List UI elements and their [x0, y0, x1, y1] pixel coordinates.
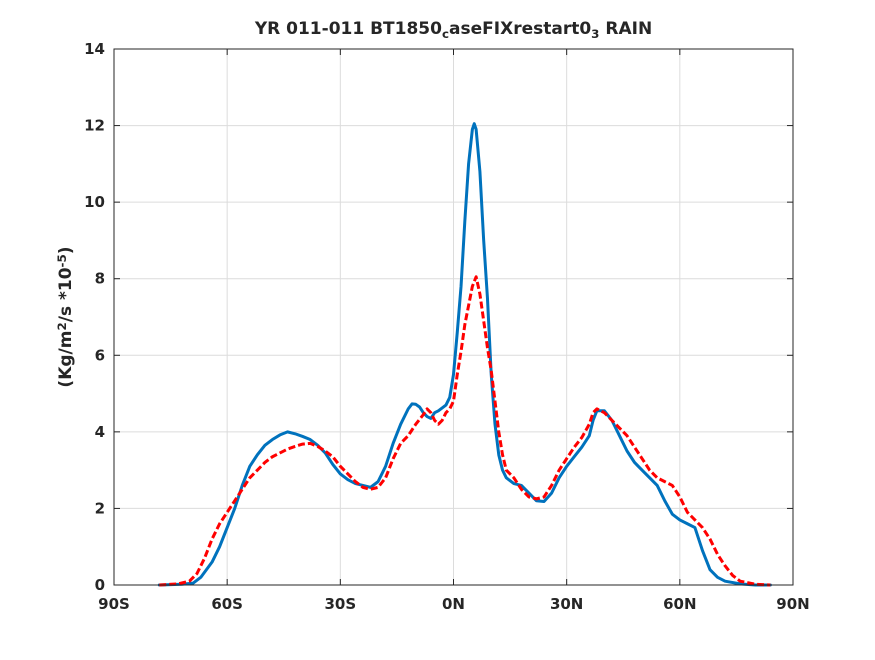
text-part: -5 — [55, 254, 69, 267]
x-tick-label: 30S — [324, 595, 356, 613]
text-part: 2 — [55, 322, 69, 330]
y-axis-label: (Kg/m2/s *10-5) — [55, 246, 76, 387]
series-line-1 — [157, 122, 772, 587]
x-tick-label: 60N — [663, 595, 696, 613]
text-part: (Kg/m — [56, 331, 76, 388]
y-tick-label: 10 — [84, 193, 105, 211]
y-tick-label: 2 — [95, 499, 105, 517]
y-tick-label: 4 — [95, 423, 105, 441]
y-tick-label: 12 — [84, 117, 105, 135]
x-tick-label: 0N — [442, 595, 465, 613]
y-tick-label: 8 — [95, 270, 105, 288]
text-part: c — [442, 27, 449, 41]
chart-title: YR 011-011 BT1850caseFIXrestart03 RAIN — [254, 19, 652, 41]
text-part: RAIN — [599, 19, 652, 39]
series-lines — [157, 122, 772, 587]
text-part: YR 011-011 BT1850 — [254, 19, 442, 39]
text-part: ) — [56, 246, 76, 254]
text-part: 3 — [591, 27, 599, 41]
series-line-2 — [159, 275, 771, 587]
y-tick-label: 6 — [95, 346, 105, 364]
x-tick-label: 60S — [211, 595, 243, 613]
y-tick-label: 0 — [95, 576, 105, 594]
text-part: /s *10 — [56, 267, 76, 322]
axis-ticks: 90S 60S 30S 0N 30N 60N 90N 0 2 4 6 8 10 12 14 — [84, 40, 810, 613]
x-tick-label: 90S — [98, 595, 130, 613]
x-tick-label: 90N — [776, 595, 809, 613]
text-part: aseFIXrestart0 — [449, 19, 591, 39]
x-tick-label: 30N — [550, 595, 583, 613]
y-tick-label: 14 — [84, 40, 105, 58]
